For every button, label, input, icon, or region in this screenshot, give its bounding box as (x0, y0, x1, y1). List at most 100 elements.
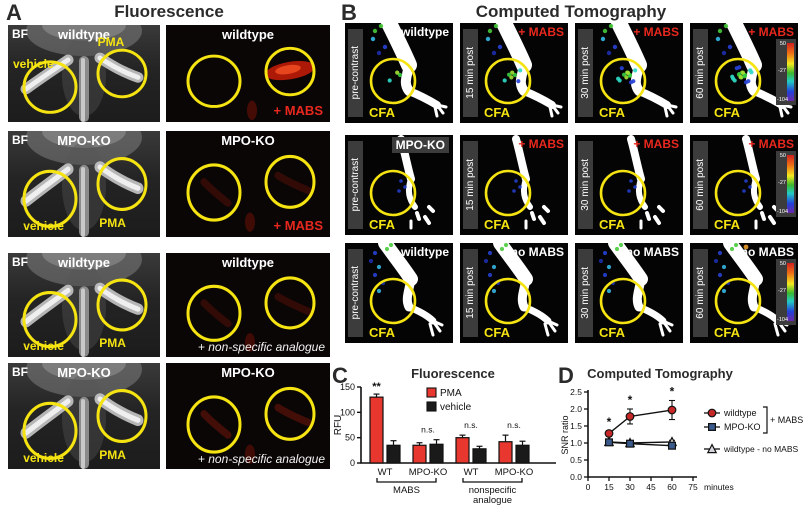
legend-label: wildtype - no MABS (723, 444, 798, 454)
roi-circle-cfa (369, 57, 417, 105)
y-tick-label: 50 (345, 433, 355, 443)
signal-speckle (721, 50, 727, 56)
signal-speckle (717, 272, 723, 278)
condition-label: + MABS (748, 137, 794, 151)
fluorescence-signal-graphic (186, 386, 316, 464)
signal-speckle (606, 288, 612, 294)
ct-image-tile: 30 min post no MABS CFA (575, 243, 683, 343)
timepoint-strip: 15 min post (463, 249, 478, 337)
brightfield-tag: BF (12, 255, 28, 269)
ct-image-tile: 60 min post no MABS CFA 50 -27 -104 (690, 243, 798, 343)
vehicle-label: vehicle (23, 450, 64, 465)
signal-speckle (624, 75, 629, 80)
signal-speckle (619, 66, 624, 71)
panel-a-title: Fluorescence (114, 2, 224, 21)
colorbar-gradient (787, 263, 794, 321)
roi-circle-pma (264, 46, 316, 97)
analogue-caption: + non-specific analogue (197, 452, 325, 466)
signal-speckle (633, 68, 638, 73)
y-tick-label: 2.0 (570, 404, 582, 414)
signal-speckle (376, 264, 382, 270)
brightfield-tag: BF (12, 27, 28, 41)
signal-speckle (499, 246, 505, 252)
signal-speckle (717, 250, 723, 256)
signal-speckle (387, 78, 392, 83)
fluorescence-signal-graphic (186, 46, 316, 121)
signal-speckle (713, 258, 719, 264)
marker-square (667, 441, 676, 450)
line-chart-svg: Computed Tomography SNR ratio 0.0 0.5 1.0 1.5… (560, 366, 803, 492)
signal-speckle (733, 243, 739, 248)
cfa-roi-label: CFA (369, 325, 395, 340)
ct-image-tile: pre-contrast wildtype CFA (345, 243, 453, 343)
signal-speckle (370, 36, 376, 42)
roi-circle-pma (96, 156, 148, 212)
signal-speckle (376, 50, 382, 56)
condition-label: + MABS (518, 25, 564, 39)
fluorescence-image-tile: MPO-KO + non-specific analogue (166, 363, 330, 469)
roi-circle-cfa (484, 277, 532, 325)
marker-circle (604, 429, 614, 438)
condition-label: + MABS (518, 137, 564, 151)
timepoint-strip: pre-contrast (348, 29, 363, 117)
signal-speckle (376, 288, 382, 294)
roi-circle-vehicle (22, 290, 78, 349)
brightfield-tag: BF (12, 133, 28, 147)
signal-speckle (485, 36, 491, 42)
signal-speckle (372, 28, 378, 34)
signal-speckle (502, 78, 507, 83)
panel-c-letter: C (332, 363, 348, 388)
fluorescence-image-tile: wildtype + MABS (166, 25, 330, 122)
signal-speckle (721, 288, 727, 294)
y-axis-label: SNR ratio (560, 415, 570, 454)
bar-vehicle (386, 444, 401, 464)
condition-label: + MABS (633, 137, 679, 151)
bar-vehicle (515, 444, 530, 464)
roi-circle-vehicle (186, 395, 242, 454)
signal-speckle (487, 250, 493, 256)
x-tick-label: 0 (586, 482, 591, 492)
signal-speckle (717, 28, 723, 34)
timepoint-label: 30 min post (580, 159, 591, 211)
significance-marker: * (670, 385, 675, 399)
ns-marker: n.s. (464, 420, 478, 430)
roi-circle-cfa (599, 57, 647, 105)
timepoint-strip: pre-contrast (348, 249, 363, 337)
roi-circle-vehicle (22, 169, 78, 228)
subject-label: wildtype (400, 245, 449, 259)
bar-PMA (369, 396, 384, 464)
timepoint-strip: 30 min post (578, 29, 593, 117)
cfa-roi-label: CFA (369, 217, 395, 232)
signal-speckle (514, 179, 518, 183)
ns-marker: n.s. (507, 420, 521, 430)
roi-circle-cfa (599, 277, 647, 325)
mabs-caption: + MABS (273, 218, 323, 233)
brightfield-image-tile: BF wildtype vehicle PMA (8, 253, 160, 357)
roi-circle-pma (96, 278, 148, 332)
brightfield-image-tile: BF MPO-KO vehicle PMA (8, 363, 160, 469)
panel-c-bar-chart: Fluorescence RFU 0 50 100 150 ** n.s. n.s. n.s. WT… (330, 365, 560, 506)
x-tick-label: 15 (604, 482, 614, 492)
marker-square (625, 439, 634, 448)
legend-swatch-PMA (426, 387, 437, 398)
panel-d-line-chart: Computed Tomography SNR ratio 0.0 0.5 1.0 1.5… (558, 365, 804, 506)
group-label: MABS (393, 485, 420, 496)
timepoint-label: pre-contrast (350, 158, 361, 212)
y-tick-label: 1.5 (570, 421, 582, 431)
cfa-roi-label: CFA (714, 325, 740, 340)
roi-circle-vehicle (186, 54, 242, 108)
timepoint-strip: 30 min post (578, 249, 593, 337)
signal-speckle (737, 65, 742, 70)
signal-speckle (727, 44, 733, 50)
ct-image-tile: 30 min post + MABS CFA (575, 135, 683, 235)
mabs-caption: + MABS (273, 103, 323, 118)
ct-image-tile: 15 min post + MABS CFA (460, 23, 568, 123)
signal-speckle (368, 258, 374, 264)
panel-b-letter: B (341, 0, 357, 25)
pma-label: PMA (97, 34, 125, 49)
roi-circle-pma (264, 276, 316, 330)
legend-swatch-vehicle (426, 401, 437, 412)
roi-circle-cfa (599, 169, 647, 217)
signal-speckle (512, 72, 518, 78)
series-line-wildtype (608, 409, 673, 435)
